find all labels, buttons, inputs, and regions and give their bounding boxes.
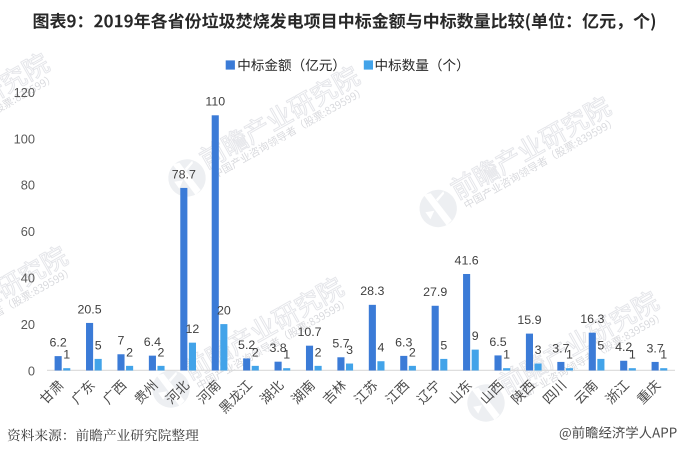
svg-text:5: 5 <box>95 338 102 352</box>
svg-text:6.5: 6.5 <box>489 335 506 349</box>
svg-text:3.7: 3.7 <box>552 341 569 355</box>
svg-text:2: 2 <box>126 345 133 359</box>
svg-text:9: 9 <box>472 329 479 343</box>
svg-text:1: 1 <box>503 348 510 362</box>
svg-text:1: 1 <box>660 348 667 362</box>
svg-text:2: 2 <box>315 345 322 359</box>
svg-text:12: 12 <box>186 322 200 336</box>
svg-text:16.3: 16.3 <box>580 312 604 326</box>
svg-text:5.2: 5.2 <box>238 338 255 352</box>
svg-text:6.2: 6.2 <box>50 336 67 350</box>
svg-text:1: 1 <box>283 348 290 362</box>
svg-text:6.3: 6.3 <box>395 335 412 349</box>
svg-text:2: 2 <box>409 345 416 359</box>
svg-text:78.7: 78.7 <box>172 167 196 181</box>
svg-text:80: 80 <box>21 178 35 193</box>
svg-text:2: 2 <box>158 345 165 359</box>
svg-text:3.7: 3.7 <box>647 341 664 355</box>
svg-text:100: 100 <box>14 131 35 146</box>
svg-text:3.8: 3.8 <box>269 341 286 355</box>
svg-text:3: 3 <box>535 343 542 357</box>
svg-text:0: 0 <box>28 363 35 378</box>
svg-text:3: 3 <box>346 343 353 357</box>
svg-text:5: 5 <box>440 338 447 352</box>
svg-text:7: 7 <box>118 334 125 348</box>
svg-text:5.7: 5.7 <box>332 337 349 351</box>
svg-text:4: 4 <box>377 341 384 355</box>
svg-text:27.9: 27.9 <box>423 285 447 299</box>
svg-text:4.2: 4.2 <box>615 340 632 354</box>
svg-text:1: 1 <box>629 348 636 362</box>
svg-text:10.7: 10.7 <box>297 325 321 339</box>
svg-text:6.4: 6.4 <box>144 335 161 349</box>
svg-text:2: 2 <box>252 345 259 359</box>
svg-text:110: 110 <box>205 95 225 109</box>
svg-text:1: 1 <box>566 348 573 362</box>
svg-text:41.6: 41.6 <box>455 253 479 267</box>
svg-text:20: 20 <box>217 304 231 318</box>
svg-text:20: 20 <box>21 317 35 332</box>
svg-text:1: 1 <box>63 348 70 362</box>
svg-text:28.3: 28.3 <box>360 284 384 298</box>
svg-text:15.9: 15.9 <box>517 313 541 327</box>
svg-text:60: 60 <box>21 224 35 239</box>
svg-text:120: 120 <box>14 85 35 100</box>
svg-text:5: 5 <box>597 338 604 352</box>
svg-text:20.5: 20.5 <box>78 302 102 316</box>
svg-text:40: 40 <box>21 271 35 286</box>
